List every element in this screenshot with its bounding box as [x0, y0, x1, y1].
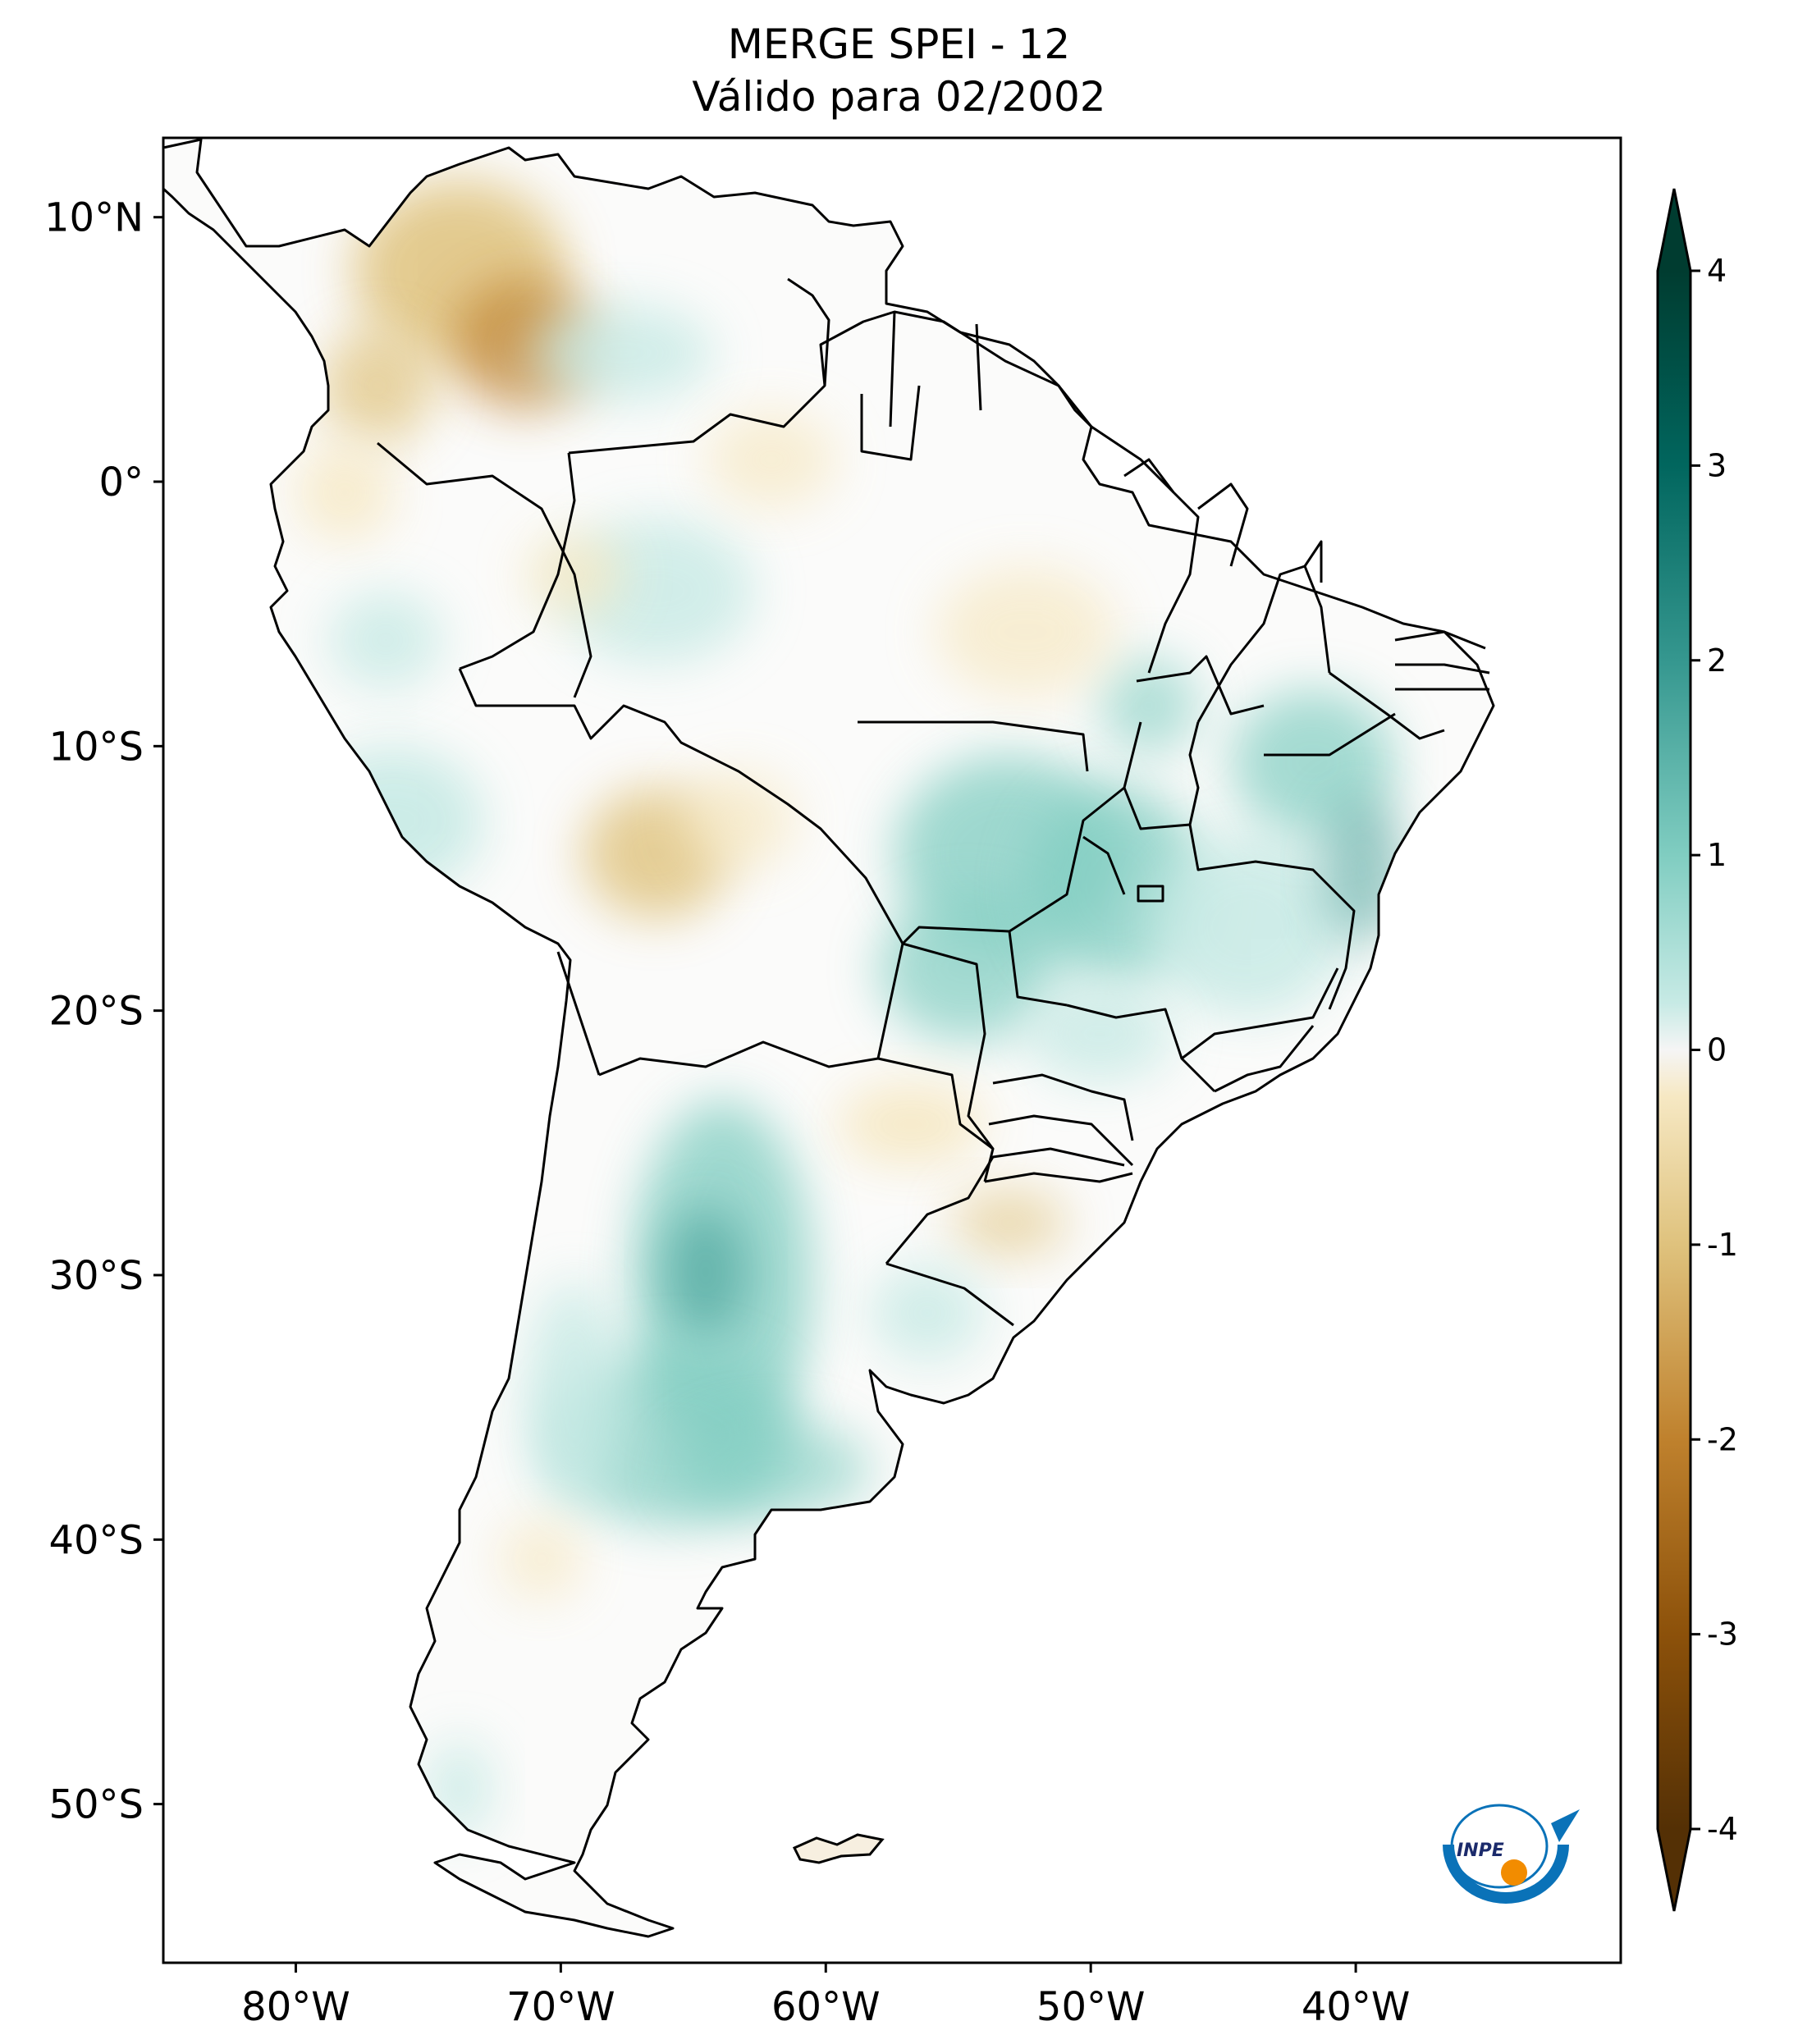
colorbar: 4 3 2 1 0 -1 -2 -3 -4 [1656, 188, 1738, 1912]
bolivia-argentina-border [598, 1040, 879, 1077]
colorbar-tick-label: 2 [1707, 642, 1727, 679]
coastline [162, 138, 1495, 1938]
lat-tick-label: 20°S [48, 989, 144, 1035]
colorbar-tick-label: -2 [1707, 1421, 1738, 1457]
anomaly-blob [1149, 837, 1346, 1017]
anomaly-blob [525, 1280, 624, 1510]
colorbar-tick-label: -3 [1707, 1616, 1738, 1653]
lon-tick-label: 40°W [1302, 1984, 1411, 2030]
colorbar-tick-label: 4 [1707, 253, 1727, 289]
federal-district [1137, 885, 1164, 903]
anomaly-blob [870, 1264, 985, 1362]
state-border [1188, 824, 1356, 1010]
guyana-venezuela-border [787, 277, 830, 386]
anomaly-blob [878, 894, 1059, 1042]
anomaly-blob [681, 771, 796, 870]
anomaly-blob [673, 1420, 870, 1518]
logo-sun-icon [1501, 1859, 1527, 1886]
state-border [858, 720, 1089, 772]
lat-tick-label: 40°S [48, 1517, 144, 1563]
colombia-ecuador-peru-border [377, 441, 592, 698]
lon-tick-label: 80°W [241, 1984, 350, 2030]
state-border [1181, 967, 1339, 1060]
anomaly-blob [533, 304, 714, 402]
state-border [1329, 671, 1445, 740]
colorbar-bar [1658, 271, 1690, 1829]
uruguay-argentina-border [885, 1147, 1125, 1264]
anomaly-blob [706, 410, 837, 509]
lat-tick-label: 10°S [48, 724, 144, 770]
lat-tick-label: 0° [98, 460, 144, 505]
venezuela-colombia-border [459, 452, 576, 670]
colorbar-extend-max [1658, 189, 1690, 271]
anomaly-blob [837, 1083, 985, 1165]
country-borders [162, 138, 1495, 1938]
anomaly-blob [501, 1518, 583, 1600]
state-border [1082, 835, 1126, 895]
colorbar-tick-label: -4 [1707, 1811, 1738, 1847]
anomaly-blob [1100, 656, 1198, 755]
state-border [1066, 1004, 1216, 1093]
state-border [1395, 663, 1490, 674]
falkland-islands [792, 1833, 885, 1864]
uruguay-brazil-border [885, 1262, 1014, 1327]
logo-arrow-icon [1551, 1809, 1580, 1842]
anomaly-blob [952, 1190, 1067, 1255]
state-border [1196, 565, 1331, 723]
state-border [1123, 458, 1200, 674]
state-border [1303, 540, 1323, 583]
lat-tick-label: 10°N [44, 195, 144, 241]
anomaly-blob [936, 566, 1116, 697]
state-border [984, 1172, 1133, 1183]
logo-orbit [1450, 1804, 1549, 1889]
state-border [1264, 712, 1396, 757]
map-title: MERGE SPEI - 12 [727, 21, 1071, 68]
colorbar-tick-label: 3 [1707, 447, 1727, 483]
bolivia-chile-border [556, 951, 601, 1076]
anomaly-blob [1026, 985, 1174, 1083]
map-subtitle: Válido para 02/2002 [692, 73, 1106, 121]
guyana-suriname-border [889, 311, 896, 428]
anomaly-blob [295, 443, 394, 542]
brazil-west-border [458, 668, 995, 1150]
state-border [1197, 482, 1249, 567]
anomaly-blob [665, 1206, 747, 1338]
lon-tick-label: 70°W [506, 1984, 615, 2030]
lon-tick-label: 60°W [771, 1984, 881, 2030]
state-border [1214, 1025, 1315, 1093]
lat-tick-label: 50°S [48, 1782, 144, 1828]
colorbar-tick-label: 1 [1707, 837, 1727, 873]
latitude-ticks: 10°N 0° 10°S 20°S 30°S 40°S 50°S [44, 195, 163, 1828]
paraguay-border [876, 943, 995, 1182]
lat-tick-label: 30°S [48, 1253, 144, 1299]
colorbar-tick-label: -1 [1707, 1227, 1738, 1263]
state-border [1123, 721, 1200, 830]
suriname-guiana-border [975, 323, 982, 411]
logo-swoosh [1443, 1844, 1569, 1904]
state-border [1136, 655, 1265, 716]
anomaly-blob [320, 328, 435, 443]
anomaly-blob [328, 591, 443, 689]
state-border [988, 1114, 1134, 1167]
state-border [1009, 721, 1142, 933]
lon-tick-label: 50°W [1036, 1984, 1146, 2030]
logo-text: INPE [1457, 1841, 1504, 1861]
state-border [860, 385, 921, 461]
colorbar-ticks: 4 3 2 1 0 -1 -2 -3 -4 [1690, 253, 1738, 1847]
inpe-logo: INPE [1443, 1804, 1580, 1904]
longitude-ticks: 80°W 70°W 60°W 50°W 40°W [241, 1963, 1410, 2030]
colorbar-tick-label: 0 [1707, 1032, 1727, 1068]
state-border [1394, 630, 1486, 650]
brazil-north-border [568, 310, 1175, 494]
colorbar-extend-min [1658, 1829, 1690, 1911]
continent-fill [163, 139, 1494, 1937]
state-border [992, 1073, 1134, 1141]
